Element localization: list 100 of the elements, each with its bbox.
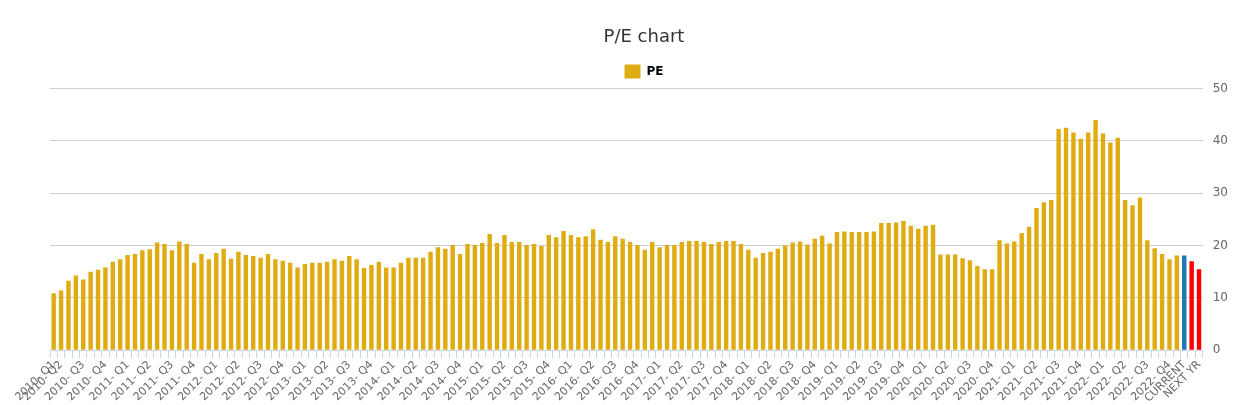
- bar: [1026, 226, 1032, 350]
- bar: [125, 255, 130, 350]
- bar: [568, 235, 574, 350]
- bar: [613, 236, 618, 350]
- bar: [117, 259, 123, 350]
- bar: [243, 255, 249, 350]
- bar: [339, 260, 345, 350]
- bar: [812, 238, 818, 350]
- bar: [354, 259, 359, 350]
- y-tick-label: 20: [1212, 237, 1229, 252]
- bar: [369, 264, 374, 350]
- bar: [975, 266, 980, 350]
- y-tick-label: 40: [1212, 133, 1229, 148]
- bar: [1004, 243, 1010, 350]
- bar: [938, 254, 943, 350]
- bar: [879, 223, 884, 350]
- bar: [1108, 142, 1113, 350]
- bar: [250, 256, 256, 350]
- bar: [502, 235, 507, 350]
- bar: [95, 269, 101, 350]
- bar: [1100, 133, 1106, 350]
- bar: [775, 248, 781, 350]
- bar: [930, 224, 936, 350]
- bar: [214, 252, 219, 350]
- bar: [517, 241, 522, 350]
- bar: [967, 260, 973, 350]
- bar: [1012, 241, 1017, 350]
- y-tick-label: 30: [1212, 185, 1229, 200]
- bar: [273, 259, 278, 350]
- bar: [989, 269, 995, 350]
- bar: [1167, 259, 1172, 350]
- bar: [694, 240, 699, 350]
- bar: [686, 240, 692, 350]
- bar: [465, 244, 470, 350]
- bar: [1078, 138, 1084, 350]
- bar: [103, 267, 108, 350]
- bar: [916, 228, 921, 350]
- bar: [457, 253, 463, 350]
- bar: [221, 248, 226, 350]
- bar: [531, 244, 537, 350]
- bar: [347, 256, 352, 350]
- bar: [1041, 202, 1047, 350]
- bar: [1034, 207, 1039, 350]
- bar: [635, 245, 640, 350]
- bar: [169, 250, 175, 350]
- bar: [561, 230, 566, 350]
- y-tick-label: 10: [1212, 290, 1229, 305]
- bar: [620, 238, 625, 350]
- bar: [443, 248, 448, 350]
- legend-label: PE: [646, 63, 664, 78]
- bar: [494, 242, 500, 350]
- bar: [908, 225, 914, 350]
- bar: [58, 290, 64, 350]
- bar: [834, 231, 840, 350]
- bar: [650, 241, 655, 350]
- bar: [539, 246, 544, 350]
- bar: [1130, 205, 1135, 350]
- bar: [413, 257, 418, 350]
- bar: [738, 244, 744, 350]
- bar: [1159, 253, 1165, 350]
- bar: [760, 252, 766, 350]
- bar: [657, 247, 662, 350]
- bar: [1071, 132, 1076, 350]
- bar: [849, 231, 854, 350]
- bar: [302, 263, 308, 350]
- bar: [701, 241, 707, 350]
- bar: [177, 241, 182, 350]
- bar: [797, 241, 803, 350]
- bar: [1115, 137, 1120, 350]
- bar: [1049, 200, 1054, 350]
- bar: [546, 235, 551, 350]
- bar: [295, 267, 300, 350]
- bar: [553, 237, 559, 350]
- bar: [583, 236, 588, 350]
- bar: [723, 240, 729, 350]
- bar: [258, 257, 263, 350]
- bar: [716, 241, 721, 350]
- bar: [856, 231, 862, 350]
- bar: [132, 253, 138, 350]
- bar: [1152, 248, 1157, 350]
- bar: [332, 259, 337, 350]
- bar: [472, 245, 478, 350]
- bar: [406, 257, 411, 350]
- bar: [81, 279, 86, 350]
- bar: [842, 231, 847, 350]
- bar: [147, 249, 152, 350]
- bar: [1063, 127, 1069, 350]
- bar: [509, 241, 515, 350]
- bar: [280, 260, 285, 350]
- bar: [73, 275, 79, 350]
- bar: [420, 257, 426, 350]
- bar: [199, 253, 204, 350]
- bar: [310, 262, 315, 350]
- bar: [184, 244, 189, 350]
- bar: [871, 231, 877, 350]
- bar: [51, 293, 56, 350]
- bar: [1137, 197, 1143, 350]
- bar: [376, 261, 382, 350]
- bar: [598, 239, 603, 350]
- bar: [487, 234, 492, 350]
